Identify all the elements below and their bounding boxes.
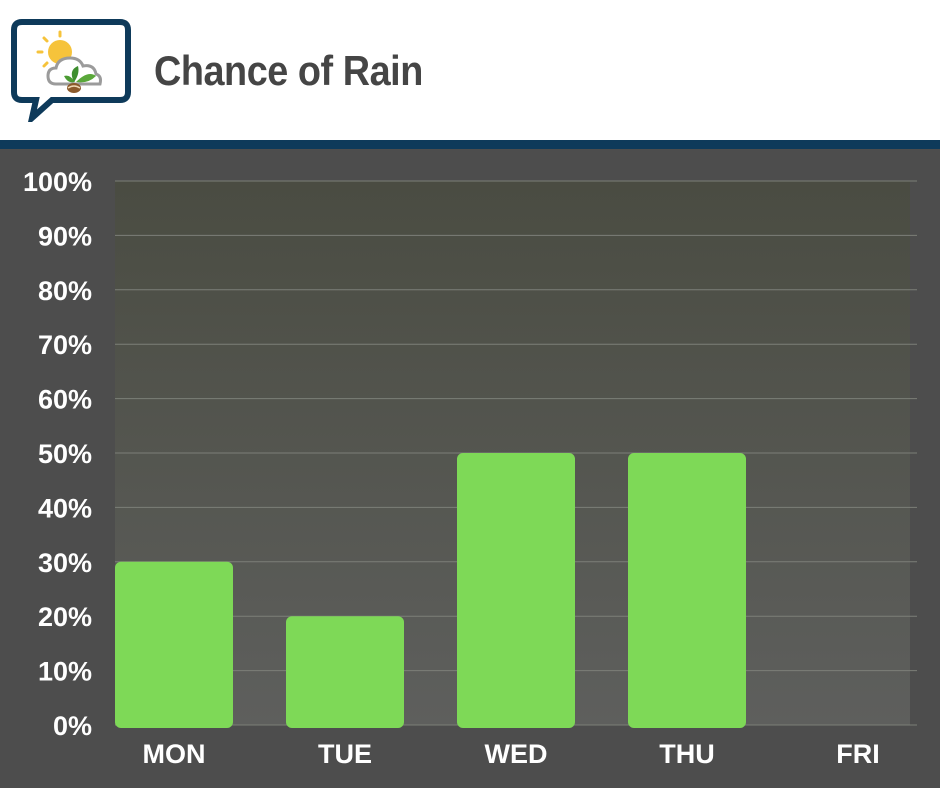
x-tick-label-mon: MON	[143, 739, 206, 769]
bars	[115, 453, 746, 728]
y-tick-label: 100%	[23, 167, 92, 197]
bar-tue	[286, 616, 404, 728]
y-tick-label: 90%	[38, 221, 92, 251]
y-tick-label: 40%	[38, 493, 92, 523]
weather-bubble-logo-icon	[11, 19, 131, 122]
x-tick-label-tue: TUE	[318, 739, 372, 769]
y-tick-label: 30%	[38, 548, 92, 578]
y-tick-label: 50%	[38, 439, 92, 469]
y-axis-tick-labels: 0% 10% 20% 30% 40% 50% 60% 70% 80% 90% 100%	[23, 167, 92, 741]
header-divider	[0, 140, 940, 149]
y-tick-label: 80%	[38, 276, 92, 306]
page-title: Chance of Rain	[154, 47, 423, 94]
x-axis-tick-labels: MON TUE WED THU FRI	[143, 739, 880, 769]
rain-chance-bar-chart: 0% 10% 20% 30% 40% 50% 60% 70% 80% 90% 100% MON TUE…	[23, 167, 917, 769]
bar-wed	[457, 453, 575, 728]
x-tick-label-thu: THU	[659, 739, 715, 769]
header: Chance of Rain	[0, 0, 940, 140]
y-tick-label: 10%	[38, 657, 92, 687]
x-tick-label-wed: WED	[485, 739, 548, 769]
y-tick-label: 0%	[53, 711, 92, 741]
y-tick-label: 20%	[38, 602, 92, 632]
bar-thu	[628, 453, 746, 728]
y-tick-label: 60%	[38, 385, 92, 415]
bar-mon	[115, 561, 233, 728]
y-tick-label: 70%	[38, 330, 92, 360]
x-tick-label-fri: FRI	[836, 739, 880, 769]
